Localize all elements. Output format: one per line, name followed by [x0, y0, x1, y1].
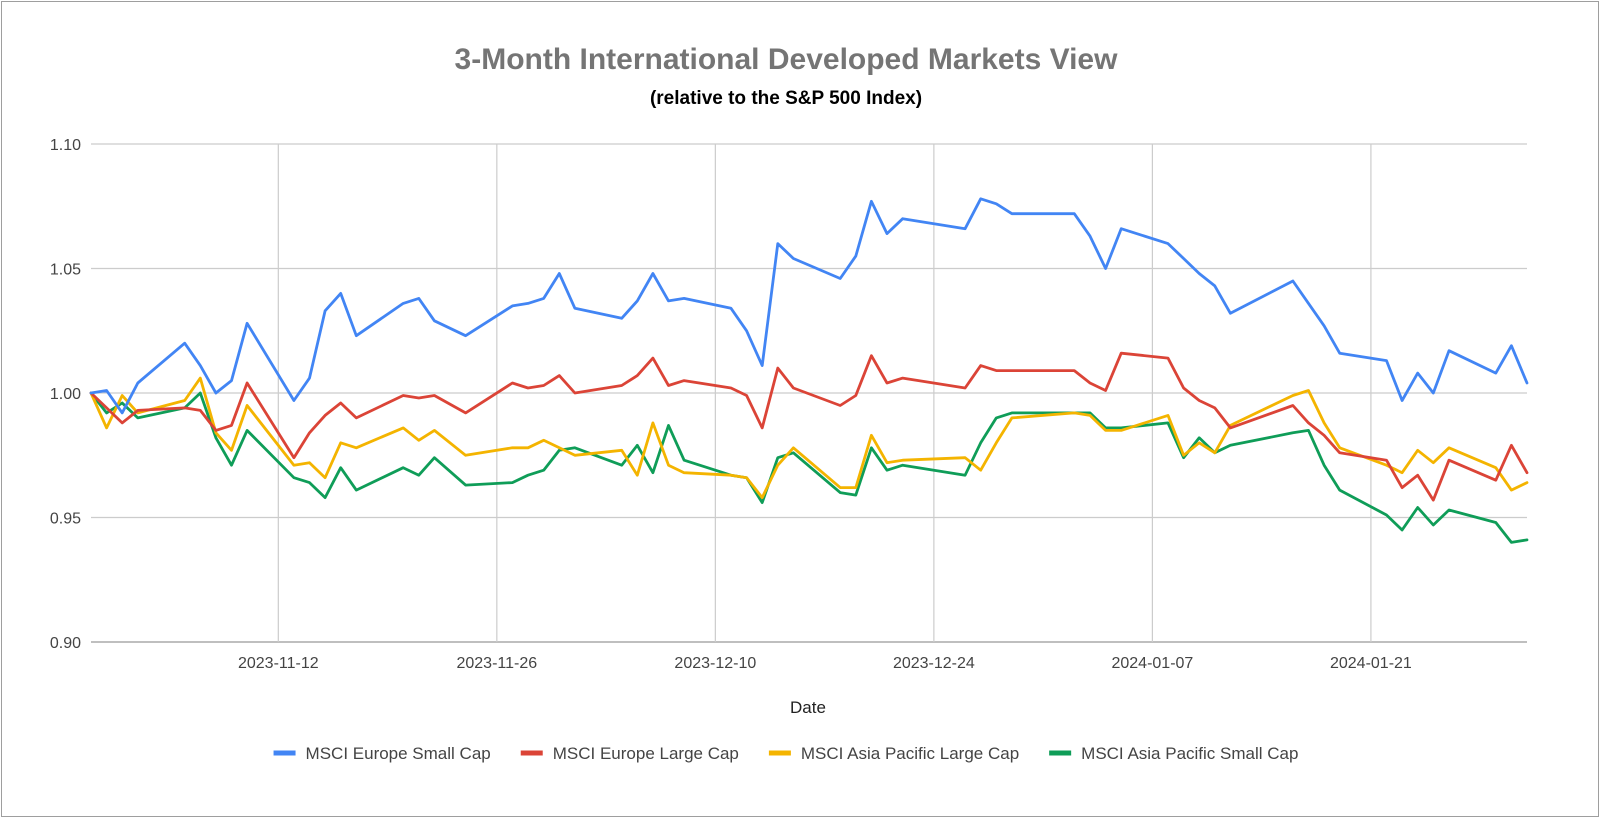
x-tick-label: 2023-12-24 — [893, 655, 975, 672]
chart-title: 3-Month International Developed Markets … — [455, 43, 1119, 76]
x-tick-label: 2024-01-21 — [1330, 655, 1412, 672]
legend-label: MSCI Europe Small Cap — [306, 744, 491, 763]
x-tick-label: 2023-12-10 — [674, 655, 756, 672]
legend: MSCI Europe Small Cap MSCI Europe Large C… — [273, 744, 1298, 763]
y-tick-label: 0.95 — [50, 511, 81, 528]
x-tick-label: 2023-11-12 — [238, 655, 319, 672]
legend-item[interactable]: MSCI Europe Large Cap — [520, 744, 739, 763]
x-axis-title: Date — [790, 698, 826, 717]
legend-label: MSCI Asia Pacific Small Cap — [1081, 744, 1298, 763]
plot-area — [89, 197, 1529, 544]
legend-label: MSCI Europe Large Cap — [553, 744, 739, 763]
legend-label: MSCI Asia Pacific Large Cap — [801, 744, 1019, 763]
series-line-msci-europe-small-cap — [89, 197, 1529, 415]
series-line-msci-asia-pacific-large-cap — [89, 376, 1529, 500]
chart-subtitle: (relative to the S&P 500 Index) — [650, 88, 922, 109]
y-tick-label: 0.90 — [50, 635, 81, 652]
series-line-msci-europe-large-cap — [89, 351, 1529, 502]
legend-item[interactable]: MSCI Europe Small Cap — [273, 744, 491, 763]
y-tick-label: 1.10 — [50, 137, 81, 154]
y-tick-label: 1.05 — [50, 262, 81, 279]
x-axis-ticks: 2023-11-12 2023-11-26 2023-12-10 2023-12-24… — [238, 655, 1412, 672]
legend-item[interactable]: MSCI Asia Pacific Small Cap — [1049, 744, 1298, 763]
x-tick-label: 2023-11-26 — [456, 655, 537, 672]
y-tick-label: 1.00 — [50, 386, 81, 403]
series-line-msci-asia-pacific-small-cap — [89, 391, 1529, 544]
y-axis-ticks: 0.90 0.95 1.00 1.05 1.10 — [50, 137, 81, 652]
legend-item[interactable]: MSCI Asia Pacific Large Cap — [768, 744, 1019, 763]
x-tick-label: 2024-01-07 — [1111, 655, 1193, 672]
